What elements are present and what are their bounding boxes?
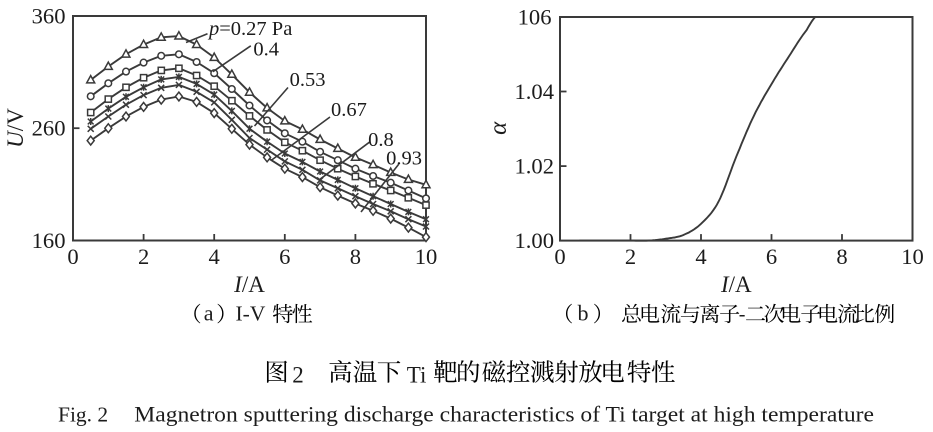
svg-text:α: α [485, 121, 512, 135]
svg-text:0.4: 0.4 [253, 38, 279, 60]
svg-text:2: 2 [625, 244, 636, 269]
svg-text:8: 8 [836, 244, 847, 269]
svg-text:6: 6 [766, 244, 777, 269]
svg-text:0: 0 [67, 244, 78, 269]
svg-text:0.93: 0.93 [386, 147, 422, 169]
svg-text:106: 106 [518, 4, 552, 29]
svg-text:Ti: Ti [407, 362, 427, 387]
svg-text:2: 2 [138, 244, 149, 269]
svg-text:I/A: I/A [233, 272, 265, 297]
svg-text:160: 160 [32, 228, 66, 253]
svg-text:-: - [739, 303, 746, 325]
svg-text:0.67: 0.67 [331, 99, 367, 121]
svg-text:U/V: U/V [3, 108, 28, 148]
svg-text:10: 10 [901, 244, 924, 269]
svg-text:0.8: 0.8 [368, 129, 394, 151]
svg-text:360: 360 [32, 3, 66, 28]
svg-text:a: a [204, 300, 214, 325]
svg-text:1.02: 1.02 [514, 153, 554, 178]
svg-text:6: 6 [279, 244, 290, 269]
svg-text:Fig. 2: Fig. 2 [58, 403, 108, 427]
svg-text:0.53: 0.53 [290, 69, 326, 91]
svg-text:I/A: I/A [720, 272, 752, 297]
svg-text:2: 2 [292, 362, 304, 387]
svg-text:4: 4 [695, 244, 706, 269]
svg-text:0: 0 [554, 244, 565, 269]
svg-text:1.04: 1.04 [514, 79, 554, 104]
svg-text:260: 260 [32, 115, 66, 140]
svg-text:8: 8 [350, 244, 361, 269]
svg-text:I-V: I-V [236, 301, 266, 325]
svg-text:Magnetron sputtering discharge: Magnetron sputtering discharge character… [134, 402, 874, 427]
svg-text:4: 4 [209, 244, 220, 269]
svg-text:b: b [578, 300, 589, 325]
svg-text:10: 10 [415, 244, 438, 269]
svg-text:p=0.27 Pa: p=0.27 Pa [207, 18, 292, 40]
svg-text:1.00: 1.00 [514, 228, 554, 253]
